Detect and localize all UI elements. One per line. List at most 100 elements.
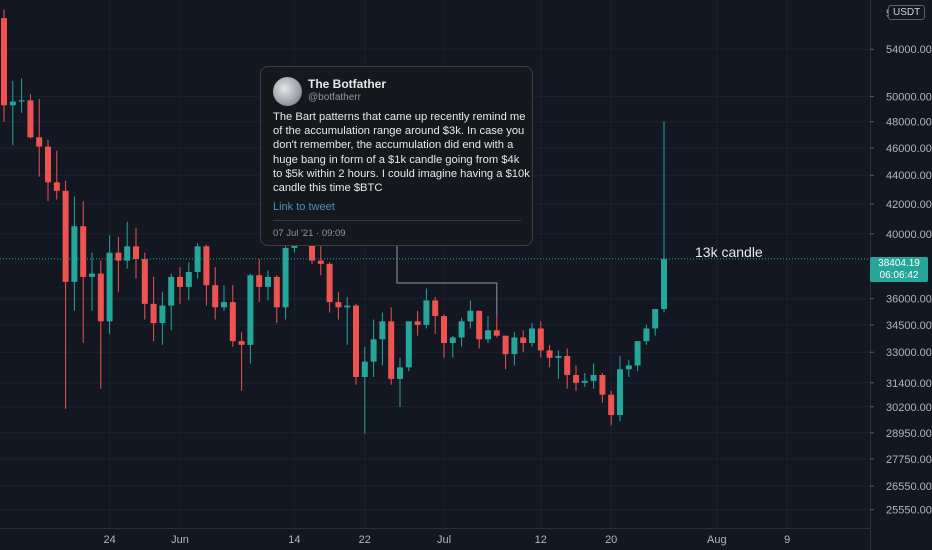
candle xyxy=(511,332,518,366)
candle-body xyxy=(185,271,192,287)
time-axis[interactable]: 24 Jun 14 22 Jul 12 20 Aug 9 xyxy=(103,534,790,546)
candle-body xyxy=(97,273,104,322)
candle-body xyxy=(273,276,280,308)
candle xyxy=(45,139,51,201)
candle xyxy=(238,332,245,391)
candle-body xyxy=(256,275,263,287)
candle xyxy=(194,243,201,279)
candle-body xyxy=(124,246,131,261)
candle xyxy=(661,121,667,313)
y-tick-label: 40000.00 xyxy=(886,229,932,241)
x-tick-label: 14 xyxy=(288,534,300,546)
candle-body xyxy=(353,305,359,377)
tweet-link[interactable]: Link to tweet xyxy=(273,201,335,213)
candle-body xyxy=(476,310,483,340)
tweet-text: The Bart patterns that came up recently … xyxy=(273,111,530,195)
candle-body xyxy=(326,263,333,303)
candle xyxy=(9,80,16,146)
candle xyxy=(493,316,500,338)
candle xyxy=(124,221,131,269)
grid xyxy=(0,0,870,528)
candle-body xyxy=(590,375,597,381)
candle xyxy=(177,267,183,304)
y-tick-label: 30200.00 xyxy=(886,402,932,414)
candle-body xyxy=(405,321,412,368)
x-tick-label: Aug xyxy=(707,534,727,546)
x-tick-label: Jul xyxy=(437,534,451,546)
candle xyxy=(423,288,430,329)
candle-body xyxy=(608,394,615,415)
y-tick-label: 33000.00 xyxy=(886,347,932,359)
candle xyxy=(564,348,571,389)
y-tick-label: 34500.00 xyxy=(886,320,932,332)
candle xyxy=(546,344,553,368)
candle xyxy=(273,275,280,324)
candle-body xyxy=(221,302,227,308)
candle xyxy=(581,373,588,387)
candle-body xyxy=(141,259,148,304)
avatar xyxy=(273,77,302,106)
candle-body xyxy=(168,276,175,306)
currency-badge[interactable]: USDT xyxy=(888,5,926,20)
candle xyxy=(520,330,527,353)
candle xyxy=(441,314,447,358)
candle-body xyxy=(634,341,641,366)
candle xyxy=(1,9,7,122)
candle xyxy=(652,309,659,336)
candle-body xyxy=(282,247,289,308)
candle-body xyxy=(18,100,25,102)
candle-body xyxy=(493,330,500,336)
candle-body xyxy=(53,182,60,191)
y-tick-label: 54000.00 xyxy=(886,44,932,56)
candle xyxy=(414,310,421,336)
candle-body xyxy=(212,285,219,308)
candle xyxy=(115,236,122,292)
candle xyxy=(106,235,113,334)
candle xyxy=(458,317,465,347)
chart-annotation: 13k candle xyxy=(695,244,763,260)
last-price-badge: 38404.19 06:06:42 xyxy=(870,257,928,282)
candle-body xyxy=(537,328,544,351)
candle-body xyxy=(625,365,632,370)
candle xyxy=(80,200,87,343)
tweet-author-handle: @botfatherr xyxy=(308,92,361,103)
candle xyxy=(133,227,139,279)
candle xyxy=(555,350,562,379)
candle-body xyxy=(177,276,183,287)
candle-body xyxy=(432,300,439,317)
candle xyxy=(353,303,359,385)
candle xyxy=(449,335,456,358)
tweet-author-name: The Botfather xyxy=(308,77,386,91)
candle xyxy=(282,243,289,320)
y-tick-label: 48000.00 xyxy=(886,117,932,129)
candle-body xyxy=(203,246,210,286)
y-tick-label: 26550.00 xyxy=(886,481,932,493)
candle-body xyxy=(317,260,324,264)
x-tick-label: Jun xyxy=(171,534,189,546)
candle xyxy=(229,285,236,347)
candle xyxy=(590,363,597,389)
candle-body xyxy=(344,305,351,308)
candle xyxy=(335,291,342,320)
candle xyxy=(370,319,377,377)
candle xyxy=(397,357,403,407)
candle xyxy=(529,323,535,347)
candle-body xyxy=(80,226,87,277)
candle-body xyxy=(599,375,606,395)
tweet-card: The Botfather @botfatherr The Bart patte… xyxy=(260,66,533,246)
candle-body xyxy=(661,258,667,310)
candle xyxy=(203,244,210,306)
candle xyxy=(71,196,78,311)
candle-body xyxy=(564,355,571,376)
candle-body xyxy=(194,246,201,272)
candle-body xyxy=(573,375,579,383)
price-axis[interactable]: 554000.0050000.0048000.0046000.0044000.0… xyxy=(870,8,932,517)
candle-body xyxy=(388,321,395,379)
candle-body xyxy=(71,226,78,282)
candle-body xyxy=(485,330,491,340)
y-tick-label: 50000.00 xyxy=(886,92,932,104)
candle-body xyxy=(546,350,553,358)
candle xyxy=(141,252,148,320)
